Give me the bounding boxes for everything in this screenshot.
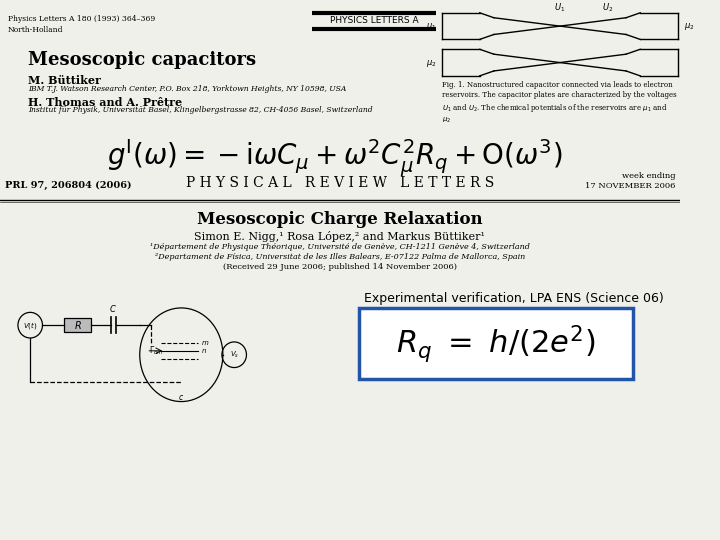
Text: $c$: $c$ — [179, 393, 184, 402]
Text: $\Gamma_{nm}$: $\Gamma_{nm}$ — [149, 345, 163, 357]
Text: $\mu_2$: $\mu_2$ — [684, 21, 694, 32]
Text: $U_1$: $U_1$ — [554, 1, 566, 14]
Text: $\mu_1$: $\mu_1$ — [426, 21, 436, 32]
Text: $V(t)$: $V(t)$ — [23, 320, 37, 330]
Text: Experimental verification, LPA ENS (Science 06): Experimental verification, LPA ENS (Scie… — [364, 292, 663, 305]
Text: IBM T.J. Watson Research Center, P.O. Box 218, Yorktown Heights, NY 10598, USA: IBM T.J. Watson Research Center, P.O. Bo… — [28, 85, 347, 93]
Text: P H Y S I C A L   R E V I E W   L E T T E R S: P H Y S I C A L R E V I E W L E T T E R … — [186, 176, 494, 190]
Text: (Received 29 June 2006; published 14 November 2006): (Received 29 June 2006; published 14 Nov… — [223, 263, 457, 271]
Text: $R$: $R$ — [73, 319, 81, 331]
Text: Fig. 1. Nanostructured capacitor connected via leads to electron
reservoirs. The: Fig. 1. Nanostructured capacitor connect… — [442, 81, 677, 125]
Text: ¹Département de Physique Théorique, Université de Genève, CH-1211 Genève 4, Swit: ¹Département de Physique Théorique, Univ… — [150, 244, 530, 252]
Text: $R_q \ = \ h/(2e^2)$: $R_q \ = \ h/(2e^2)$ — [396, 323, 595, 364]
Text: week ending
17 NOVEMBER 2006: week ending 17 NOVEMBER 2006 — [585, 172, 675, 190]
Text: H. Thomas and A. Prêtre: H. Thomas and A. Prêtre — [28, 97, 182, 107]
Text: PHYSICS LETTERS A: PHYSICS LETTERS A — [330, 16, 418, 25]
Text: PRL 97, 206804 (2006): PRL 97, 206804 (2006) — [5, 181, 131, 190]
Text: $C$: $C$ — [109, 303, 117, 314]
Text: Mesoscopic Charge Relaxation: Mesoscopic Charge Relaxation — [197, 211, 482, 228]
Text: Physics Letters A 180 (1993) 364–369
North-Holland: Physics Letters A 180 (1993) 364–369 Nor… — [7, 15, 155, 34]
FancyBboxPatch shape — [359, 308, 633, 380]
Text: Institut für Physik, Universität Basel, Klingelbergstrasse 82, CH-4056 Basel, Sw: Institut für Physik, Universität Basel, … — [28, 106, 373, 114]
Text: $m$: $m$ — [201, 339, 210, 347]
Text: $\mu_2$: $\mu_2$ — [426, 58, 436, 69]
Text: M. Büttiker: M. Büttiker — [28, 75, 102, 86]
Text: $U_2$: $U_2$ — [601, 1, 613, 14]
Text: $n$: $n$ — [201, 347, 207, 355]
Text: $g^{\mathrm{I}}(\omega) = -\mathrm{i}\omega C_\mu + \omega^2 C_\mu^2 R_q + \math: $g^{\mathrm{I}}(\omega) = -\mathrm{i}\om… — [107, 137, 563, 179]
Text: ²Departament de Física, Universitat de les Illes Balears, E-07122 Palma de Mallo: ²Departament de Física, Universitat de l… — [155, 253, 525, 261]
Text: $V_s$: $V_s$ — [230, 349, 239, 360]
FancyBboxPatch shape — [64, 318, 91, 332]
Text: Mesoscopic capacitors: Mesoscopic capacitors — [28, 51, 256, 69]
Text: Simon E. Nigg,¹ Rosa López,² and Markus Büttiker¹: Simon E. Nigg,¹ Rosa López,² and Markus … — [194, 231, 485, 241]
